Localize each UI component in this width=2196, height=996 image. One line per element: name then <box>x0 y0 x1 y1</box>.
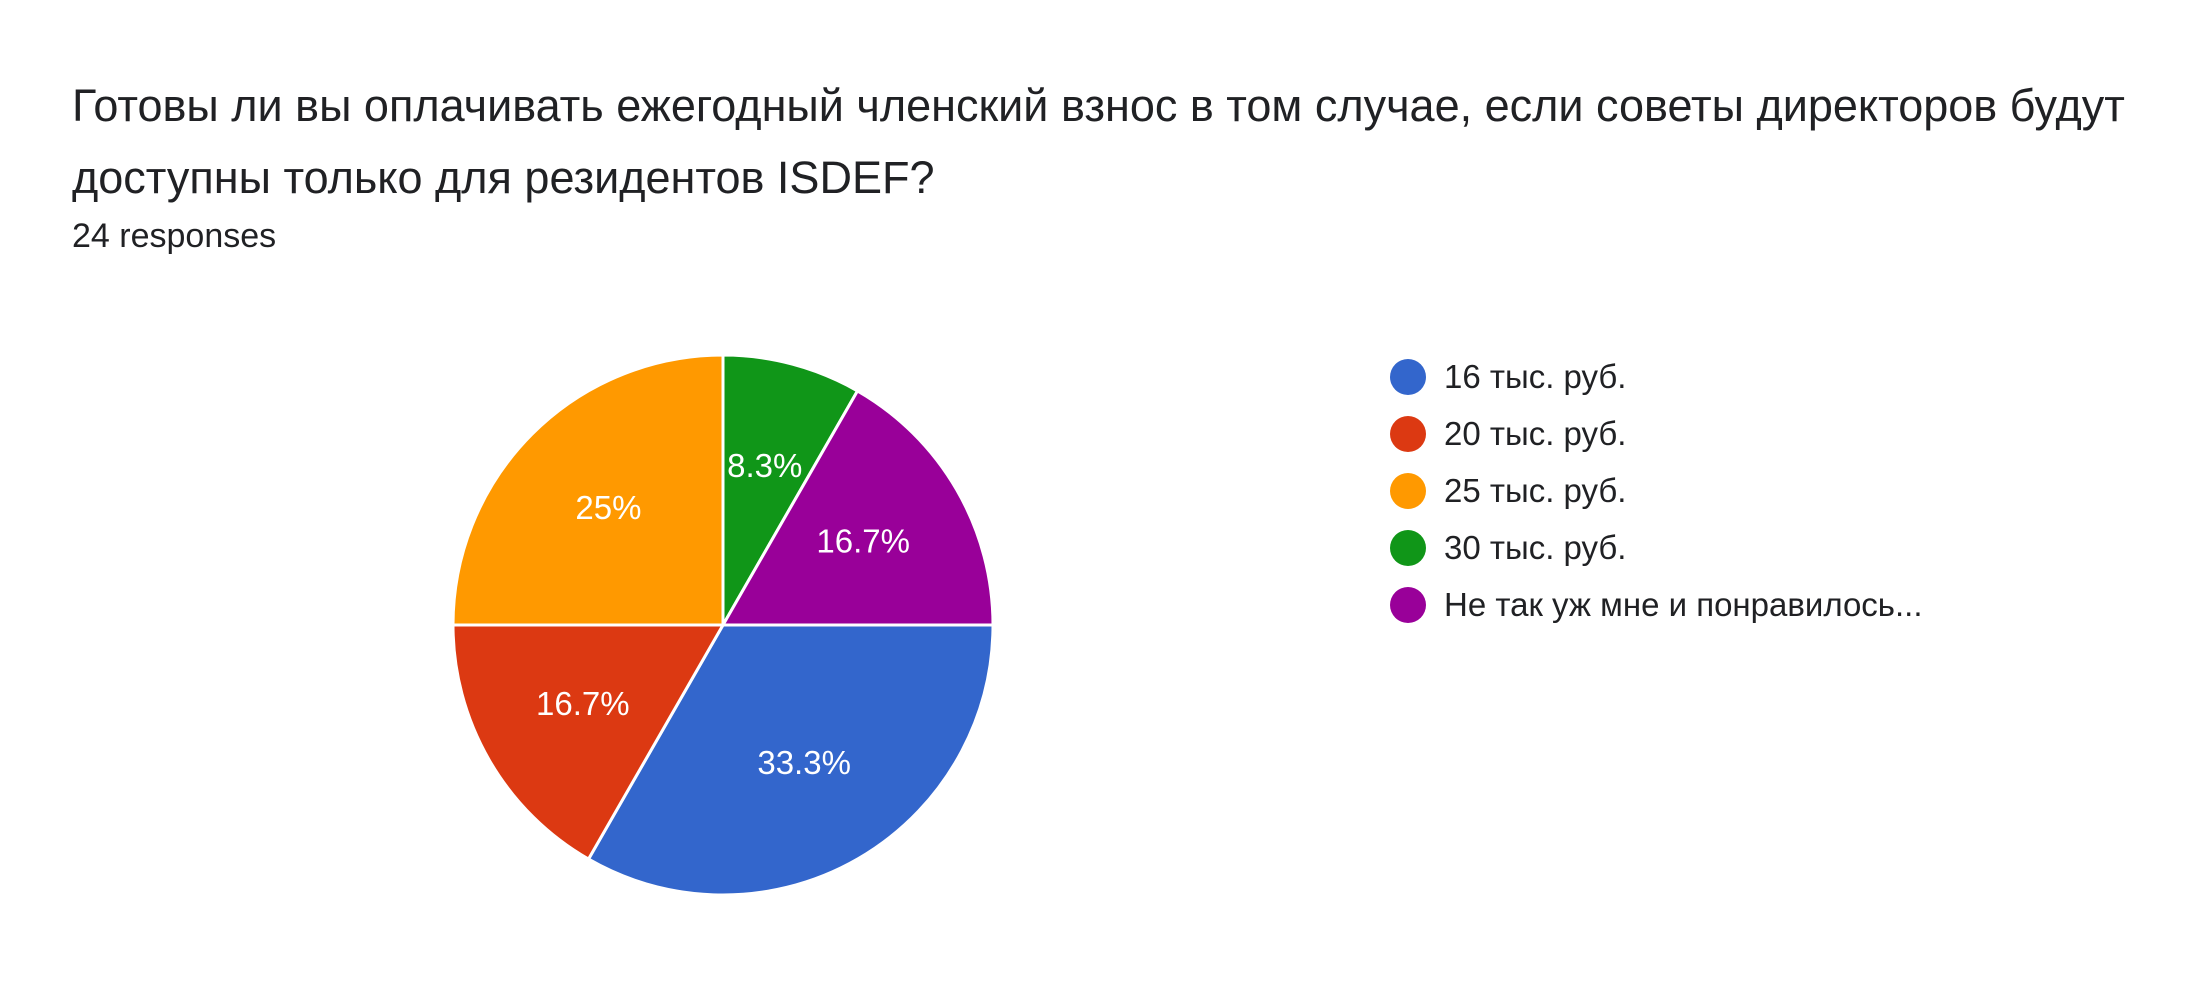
response-count: 24 responses <box>72 217 277 255</box>
pie-slice-0[interactable] <box>586 623 995 897</box>
legend-swatch <box>1390 358 1426 395</box>
legend-label: 30 тыс. руб. <box>1444 528 1627 566</box>
legend-item[interactable]: 20 тыс. руб. <box>1390 405 1923 462</box>
pie-slice-1[interactable] <box>451 623 725 861</box>
legend-label: 25 тыс. руб. <box>1444 471 1627 509</box>
slice-data-label-0: 33.3% <box>757 744 851 781</box>
legend-label: 16 тыс. руб. <box>1444 357 1627 395</box>
pie-slice-3[interactable] <box>721 353 860 627</box>
slice-data-label-2: 25% <box>575 489 641 526</box>
legend-swatch <box>1390 415 1426 452</box>
legend-item[interactable]: 30 тыс. руб. <box>1390 519 1923 576</box>
legend-item[interactable]: 16 тыс. руб. <box>1390 348 1923 405</box>
slice-data-label-3: 8.3% <box>727 447 802 484</box>
chart-title: Готовы ли вы оплачивать ежегодный членск… <box>72 80 2125 203</box>
slice-data-label-4: 16.7% <box>816 523 910 560</box>
legend-swatch <box>1390 472 1426 509</box>
legend: 16 тыс. руб. 20 тыс. руб. 25 тыс. руб. 30 т… <box>1390 348 1923 633</box>
legend-swatch <box>1390 529 1426 566</box>
legend-item[interactable]: Не так уж мне и понравилось... <box>1390 576 1923 633</box>
legend-item[interactable]: 25 тыс. руб. <box>1390 462 1923 519</box>
pie-slice-2[interactable] <box>451 353 725 627</box>
legend-label: Не так уж мне и понравилось... <box>1444 585 1923 623</box>
pie-slice-4[interactable] <box>721 389 995 627</box>
legend-swatch <box>1390 586 1426 623</box>
slice-data-label-1: 16.7% <box>536 685 630 722</box>
legend-label: 20 тыс. руб. <box>1444 414 1627 452</box>
